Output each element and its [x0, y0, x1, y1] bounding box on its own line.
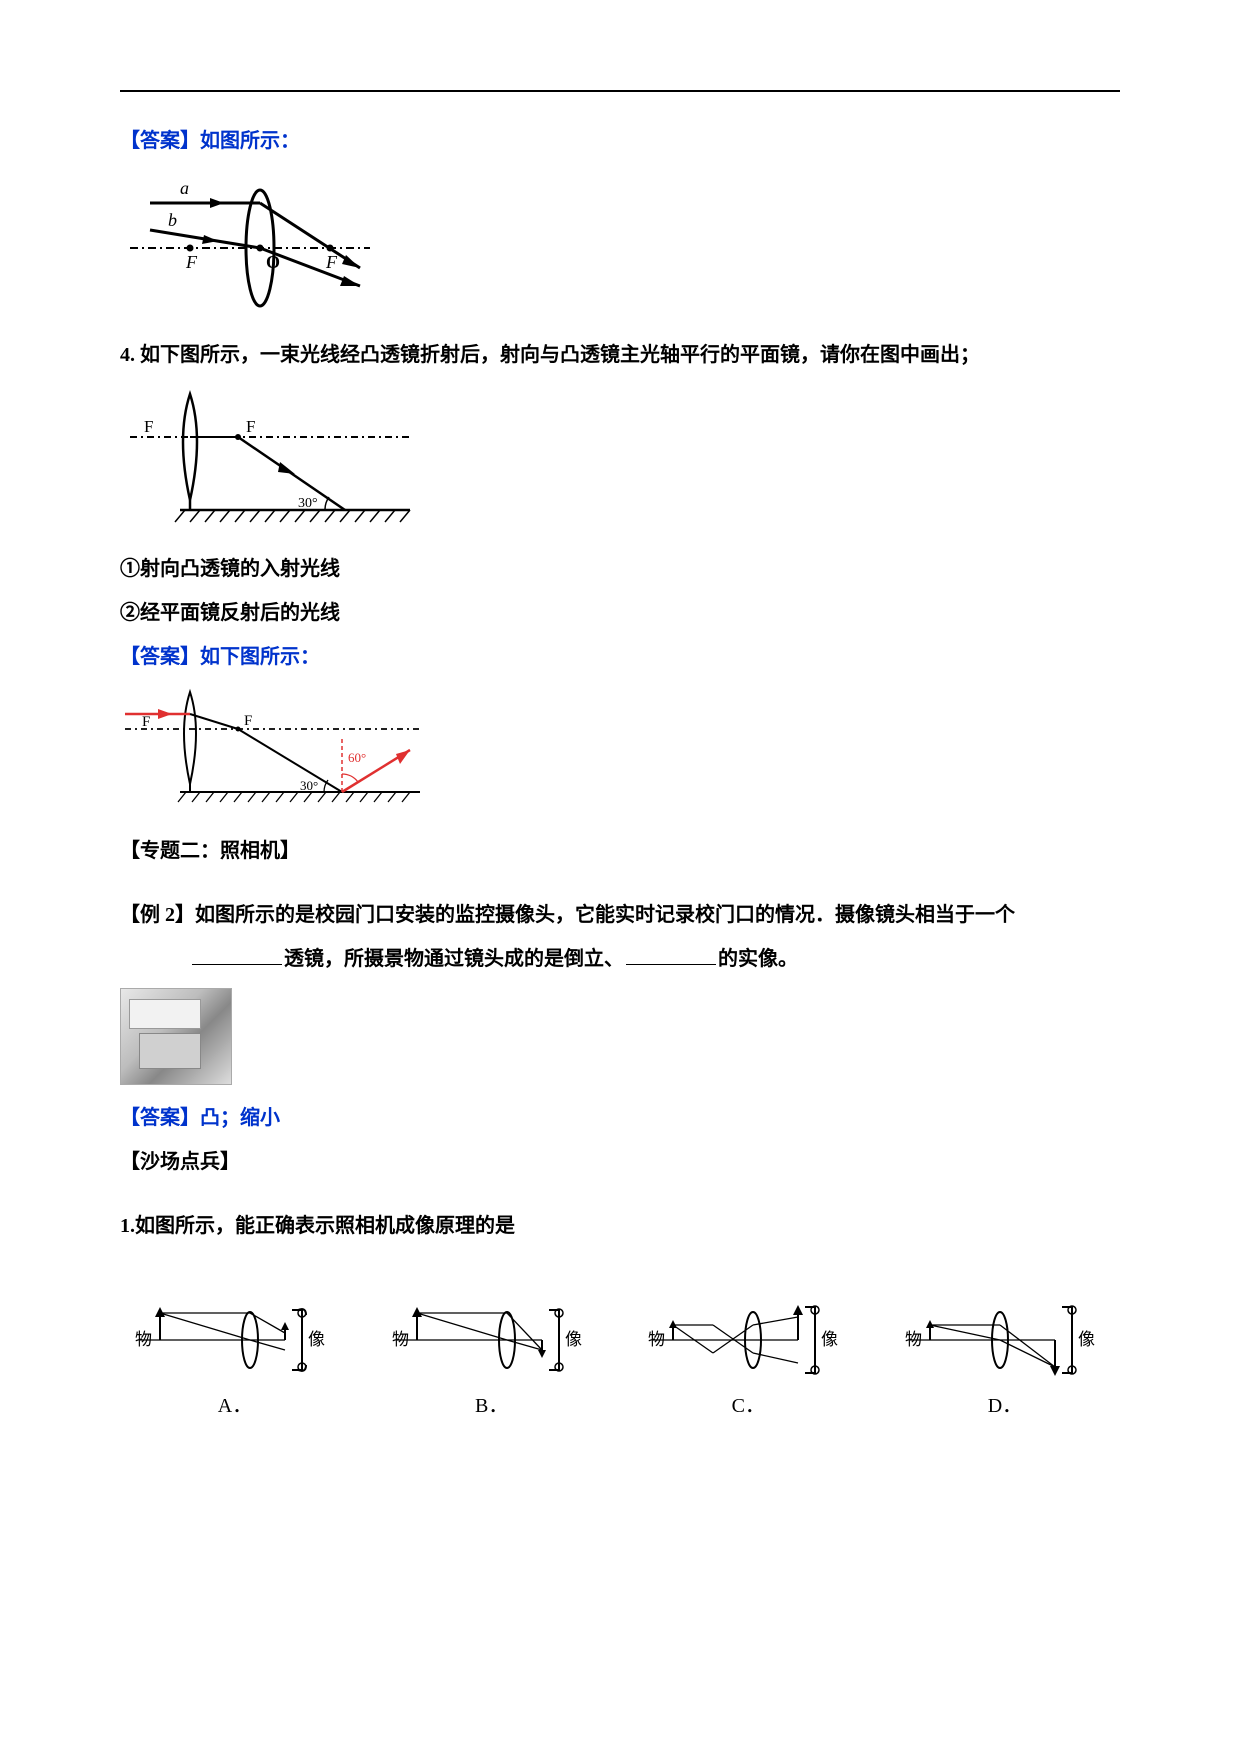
option-C: 物 像 C． [643, 1295, 853, 1418]
fig3-Fright: F [244, 713, 252, 729]
optC-img: 像 [821, 1330, 838, 1349]
optD-img: 像 [1078, 1330, 1095, 1349]
option-A: 物 像 A． [130, 1295, 340, 1418]
optA-img: 像 [308, 1330, 325, 1349]
optB-obj: 物 [392, 1330, 409, 1349]
fig3-angle1: 30° [300, 778, 318, 793]
q4-sub1: ①射向凸透镜的入射光线 [120, 550, 1120, 588]
fig3-angle2: 60° [348, 750, 366, 765]
blank-2 [626, 944, 716, 965]
example-2-line2: 透镜，所摄景物通过镜头成的是倒立、 的实像。 [190, 940, 1120, 978]
fig1-Fright: F [325, 252, 338, 272]
optA-label: A． [130, 1389, 340, 1418]
topic-2: 【专题二：照相机】 [120, 832, 1120, 870]
answer-1-label: 【答案】如图所示： [120, 122, 1120, 160]
optC-label: C． [643, 1389, 853, 1418]
q1-text: 1.如图所示，能正确表示照相机成像原理的是 [120, 1207, 1120, 1245]
optC-obj: 物 [648, 1330, 665, 1349]
shachang-label: 【沙场点兵】 [120, 1143, 1120, 1181]
fig2-Fleft: F [144, 417, 153, 436]
optD-label: D． [900, 1389, 1110, 1418]
page: 【答案】如图所示： F O F a b [0, 0, 1240, 1753]
q4-sub2: ②经平面镜反射后的光线 [120, 594, 1120, 632]
optA-obj: 物 [135, 1330, 152, 1349]
fig1-b: b [168, 210, 177, 230]
optD-obj: 物 [905, 1330, 922, 1349]
ex2-prefix: 【例 2】 [120, 904, 195, 926]
fig3-Fleft: F [142, 714, 150, 730]
options-row: 物 像 A． [120, 1295, 1120, 1418]
figure-1: F O F a b [120, 168, 1120, 318]
figure-3: F F [120, 684, 1120, 814]
fig1-Fleft: F [185, 252, 198, 272]
blank-1 [192, 944, 282, 965]
ex2-line2a: 透镜，所摄景物通过镜头成的是倒立、 [284, 948, 624, 970]
figure-2: F F [120, 382, 1120, 532]
optB-img: 像 [565, 1330, 582, 1349]
ex2-line1a: 如图所示的是校园门口安装的监控摄像头，它能实时记录校门口的情况．摄像镜头相当于一… [195, 904, 1015, 926]
answer-2-label: 【答案】如下图所示： [120, 638, 1120, 676]
fig2-Fright: F [246, 417, 255, 436]
fig2-angle: 30° [298, 496, 318, 511]
ex2-line2b: 的实像。 [718, 948, 798, 970]
q4-text: 4. 如下图所示，一束光线经凸透镜折射后，射向与凸透镜主光轴平行的平面镜，请你在… [120, 336, 1120, 374]
option-D: 物 像 D． [900, 1295, 1110, 1418]
option-B: 物 像 B． [387, 1295, 597, 1418]
fig1-a: a [180, 178, 189, 198]
camera-photo [120, 988, 232, 1085]
answer-3-label: 【答案】凸；缩小 [120, 1099, 1120, 1137]
example-2-line1: 【例 2】如图所示的是校园门口安装的监控摄像头，它能实时记录校门口的情况．摄像镜… [120, 896, 1120, 934]
optB-label: B． [387, 1389, 597, 1418]
top-rule [120, 90, 1120, 92]
